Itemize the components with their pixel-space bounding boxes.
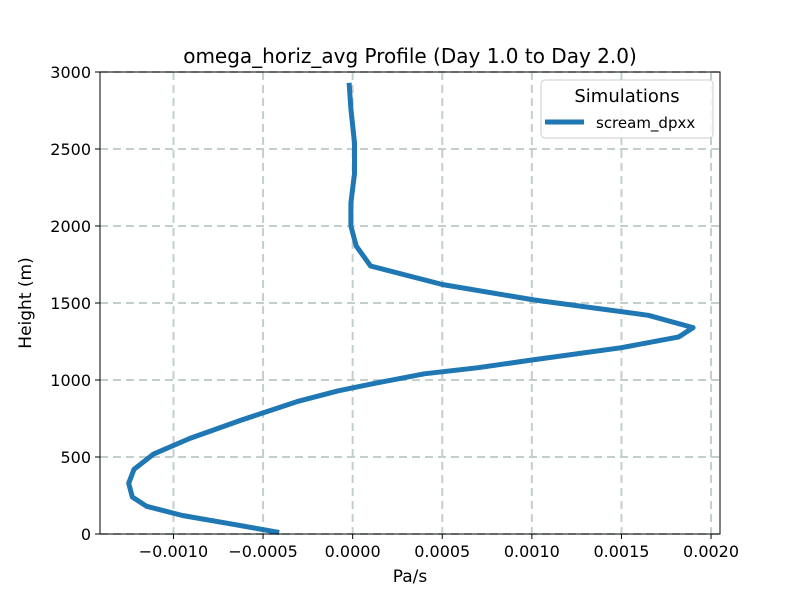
tick-layer: −0.0010 −0.0005 0.0000 0.0005 0.0010 0.0015 0.… — [50, 63, 739, 561]
x-tick-label: 0.0020 — [683, 542, 739, 561]
y-axis-label: Height (m) — [16, 257, 36, 348]
x-axis-label: Pa/s — [393, 567, 428, 587]
x-tick-label: 0.0015 — [593, 542, 649, 561]
y-tick-label: 3000 — [50, 63, 91, 82]
x-tick-label: 0.0010 — [504, 542, 560, 561]
x-tick-label: 0.0000 — [325, 542, 381, 561]
legend-label-scream-dpxx: scream_dpxx — [596, 114, 695, 133]
chart-title: omega_horiz_avg Profile (Day 1.0 to Day … — [183, 44, 637, 68]
legend: Simulations scream_dpxx — [540, 79, 714, 139]
legend-title: Simulations — [574, 86, 679, 107]
y-tick-label: 500 — [60, 448, 91, 467]
y-tick-label: 1500 — [50, 294, 91, 313]
y-tick-label: 2500 — [50, 140, 91, 159]
series-line-scream-dpxx — [126, 82, 696, 535]
grid-layer — [100, 71, 720, 535]
y-tick-label: 2000 — [50, 217, 91, 236]
y-tick-label: 1000 — [50, 371, 91, 390]
x-tick-label: 0.0005 — [414, 542, 470, 561]
y-tick-label: 0 — [81, 525, 91, 544]
series-layer — [126, 82, 696, 535]
x-tick-label: −0.0005 — [228, 542, 297, 561]
x-tick-label: −0.0010 — [139, 542, 208, 561]
